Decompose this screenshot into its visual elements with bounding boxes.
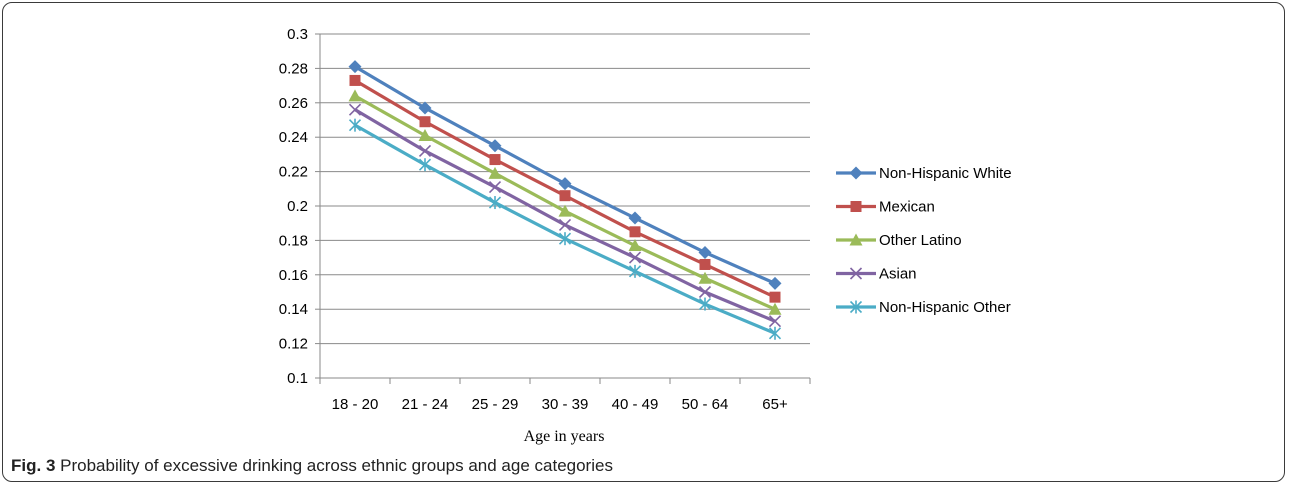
y-tick-label: 0.26 xyxy=(279,95,308,112)
figure-caption-label: Fig. 3 xyxy=(11,456,56,475)
legend-label: Non-Hispanic White xyxy=(879,165,1012,182)
x-tick-label: 21 - 24 xyxy=(402,396,449,413)
x-axis-title: Age in years xyxy=(524,428,605,445)
figure-caption: Fig. 3 Probability of excessive drinking… xyxy=(11,456,613,476)
x-tick-label: 18 - 20 xyxy=(332,396,379,413)
data-point xyxy=(418,158,432,172)
legend-marker xyxy=(850,201,862,212)
legend-marker xyxy=(849,267,863,280)
data-point xyxy=(349,74,361,86)
data-point xyxy=(698,271,712,284)
legend-label: Asian xyxy=(879,266,917,283)
data-point xyxy=(558,177,572,191)
data-point xyxy=(769,291,781,303)
data-point xyxy=(488,166,502,179)
data-point xyxy=(629,226,641,238)
y-tick-label: 0.28 xyxy=(279,60,308,77)
data-point xyxy=(698,245,712,259)
data-point xyxy=(558,218,572,231)
y-tick-label: 0.22 xyxy=(279,164,308,181)
legend-entry: Asian xyxy=(836,266,917,283)
x-tick-label: 50 - 64 xyxy=(682,396,729,413)
series-line xyxy=(354,123,776,335)
figure-caption-text: Probability of excessive drinking across… xyxy=(60,456,613,475)
legend: Non-Hispanic White Mexican Other Latino Asi… xyxy=(836,165,1012,316)
data-point xyxy=(768,315,782,328)
legend-label: Other Latino xyxy=(879,232,962,249)
data-point xyxy=(488,181,502,194)
data-point xyxy=(488,196,502,210)
data-point xyxy=(628,239,642,252)
data-point xyxy=(768,326,782,340)
data-point xyxy=(699,258,711,270)
y-tick-label: 0.18 xyxy=(279,232,308,249)
data-point xyxy=(418,101,432,115)
y-tick-label: 0.3 xyxy=(287,26,308,43)
data-point xyxy=(698,297,712,311)
data-point xyxy=(489,154,501,166)
legend-marker xyxy=(849,233,863,246)
x-tick-label: 65+ xyxy=(762,396,788,413)
y-tick-label: 0.14 xyxy=(279,301,308,318)
data-point xyxy=(348,60,362,74)
data-point xyxy=(348,89,362,102)
y-tick-label: 0.24 xyxy=(279,129,308,146)
data-point xyxy=(418,128,432,141)
legend-marker xyxy=(849,300,863,314)
series-line xyxy=(354,65,776,285)
data-point xyxy=(348,118,362,132)
y-tick-label: 0.1 xyxy=(287,370,308,387)
data-point xyxy=(628,211,642,225)
data-point xyxy=(558,232,572,246)
legend-label: Mexican xyxy=(879,199,935,216)
legend-label: Non-Hispanic Other xyxy=(879,299,1011,316)
data-point xyxy=(558,204,572,217)
x-tick-label: 40 - 49 xyxy=(612,396,659,413)
data-point xyxy=(348,103,362,116)
y-tick-label: 0.12 xyxy=(279,336,308,353)
series-line xyxy=(354,94,776,311)
legend-marker xyxy=(849,166,863,180)
series-lines xyxy=(348,60,782,340)
y-tick-label: 0.16 xyxy=(279,267,308,284)
axes: 0.1 0.12 0.14 0.16 0.18 0.2 0.22 0.24 0.26 0.28 0.… xyxy=(279,26,811,413)
data-point xyxy=(419,116,431,128)
legend-entry: Mexican xyxy=(836,199,935,216)
data-point xyxy=(628,264,642,278)
data-point xyxy=(418,144,432,158)
y-tick-label: 0.2 xyxy=(287,198,308,215)
data-point xyxy=(698,285,712,299)
data-point xyxy=(768,302,782,315)
data-point xyxy=(559,190,571,202)
legend-entry: Other Latino xyxy=(836,232,962,249)
x-tick-label: 25 - 29 xyxy=(472,396,519,413)
legend-entry: Non-Hispanic White xyxy=(836,165,1012,182)
legend-entry: Non-Hispanic Other xyxy=(836,299,1011,316)
data-point xyxy=(488,139,502,153)
data-point xyxy=(628,251,642,264)
data-point xyxy=(768,276,782,290)
x-tick-label: 30 - 39 xyxy=(542,396,589,413)
grid-lines xyxy=(320,33,810,345)
